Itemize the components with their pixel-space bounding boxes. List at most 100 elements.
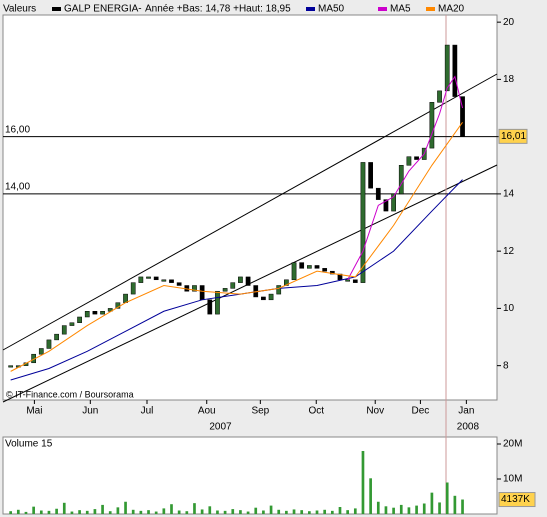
y-tick-label: 12 — [503, 246, 515, 257]
candle — [38, 348, 44, 355]
candle — [444, 44, 450, 92]
candle — [284, 279, 289, 286]
candle — [322, 268, 328, 272]
candle — [406, 156, 412, 166]
volume-bar — [139, 510, 143, 514]
volume-bar — [346, 510, 349, 514]
info: Année +Bas: 14,78 +Haut: 18,95 — [145, 4, 291, 15]
volume-bar — [124, 501, 127, 514]
candle — [391, 193, 396, 212]
legend-label: GALP ENERGIA- — [64, 4, 142, 15]
candle — [268, 293, 274, 301]
candle — [84, 311, 90, 318]
volume-bar — [170, 504, 173, 514]
x-tick-label: Dec — [412, 406, 430, 417]
legend-label: MA50 — [318, 4, 345, 15]
volume-bar — [239, 510, 242, 514]
y-tick-label: 10M — [503, 474, 522, 485]
candle — [291, 262, 297, 281]
x-tick-label: Sep — [251, 406, 269, 417]
candle — [230, 282, 236, 289]
candle — [92, 311, 98, 315]
legend-label: MA5 — [390, 4, 411, 15]
current-box — [498, 492, 536, 508]
year-label: 2007 — [209, 422, 232, 433]
volume-bar — [216, 510, 219, 514]
volume-bar — [254, 507, 258, 514]
candle — [276, 285, 282, 295]
y-tick-label: 8 — [503, 360, 509, 371]
volume-bar — [231, 509, 235, 514]
candle — [123, 293, 128, 303]
candle — [153, 276, 159, 281]
volume-bar — [285, 510, 288, 514]
volume-bar — [208, 506, 212, 514]
volume-bar — [177, 510, 181, 514]
volume-bar — [392, 507, 395, 514]
y-tick-label: 14 — [503, 189, 515, 200]
volume-bar — [39, 510, 43, 514]
candle — [352, 279, 358, 283]
volume-bar — [308, 511, 311, 514]
candle — [429, 102, 435, 149]
volume-bar — [101, 504, 104, 514]
candle — [46, 339, 52, 349]
candle — [398, 165, 404, 195]
candle — [169, 279, 174, 283]
candle — [215, 290, 220, 315]
volume-bar — [78, 510, 81, 514]
volume-panel — [2, 436, 498, 515]
candle — [238, 276, 243, 283]
candle — [130, 282, 136, 295]
y-tick-label: 18 — [503, 74, 515, 85]
candle — [61, 325, 67, 335]
volume-bar — [16, 509, 20, 514]
volume-bar — [384, 506, 388, 514]
volume-bar — [407, 507, 411, 514]
volume-bar — [55, 508, 58, 514]
candle — [368, 162, 373, 189]
header-label: Valeurs — [3, 4, 36, 15]
candle — [222, 288, 228, 292]
candle — [69, 322, 75, 326]
volume-bar — [70, 511, 74, 514]
candle — [161, 279, 167, 282]
y-tick-label: 20 — [503, 17, 515, 28]
credit: © IT-Finance.com / Boursorama — [6, 389, 134, 399]
candle — [452, 44, 458, 97]
volume-bar — [353, 508, 357, 514]
volume-bar — [32, 506, 35, 514]
candle — [337, 273, 343, 281]
candle — [329, 270, 335, 275]
candle — [207, 299, 213, 315]
legend-swatch — [378, 7, 387, 11]
volume-bar — [185, 511, 189, 514]
candle — [192, 285, 197, 292]
candle — [261, 296, 266, 301]
volume-bar — [85, 510, 89, 514]
candle — [146, 276, 151, 279]
volume-bar — [323, 509, 327, 514]
volume-bar — [445, 482, 449, 514]
volume-bar — [461, 499, 464, 514]
volume-bar — [277, 509, 281, 514]
candle — [245, 276, 251, 286]
x-tick-label: Nov — [366, 406, 384, 417]
volume-bar — [9, 511, 12, 514]
candle — [383, 199, 389, 212]
volume-bar — [361, 451, 365, 514]
candle — [199, 285, 205, 301]
y-tick-label: 10 — [503, 303, 515, 314]
candle — [375, 187, 381, 200]
candle — [8, 365, 14, 368]
volume-bar — [453, 495, 457, 514]
volume-bar — [223, 510, 227, 514]
ma-line — [10, 122, 463, 372]
volume-bar — [62, 502, 66, 514]
ma-line — [347, 75, 464, 281]
volume-title: Volume 15 — [5, 439, 53, 450]
volume-bar — [269, 505, 273, 514]
volume-bar — [338, 507, 342, 514]
volume-bar — [93, 509, 97, 514]
